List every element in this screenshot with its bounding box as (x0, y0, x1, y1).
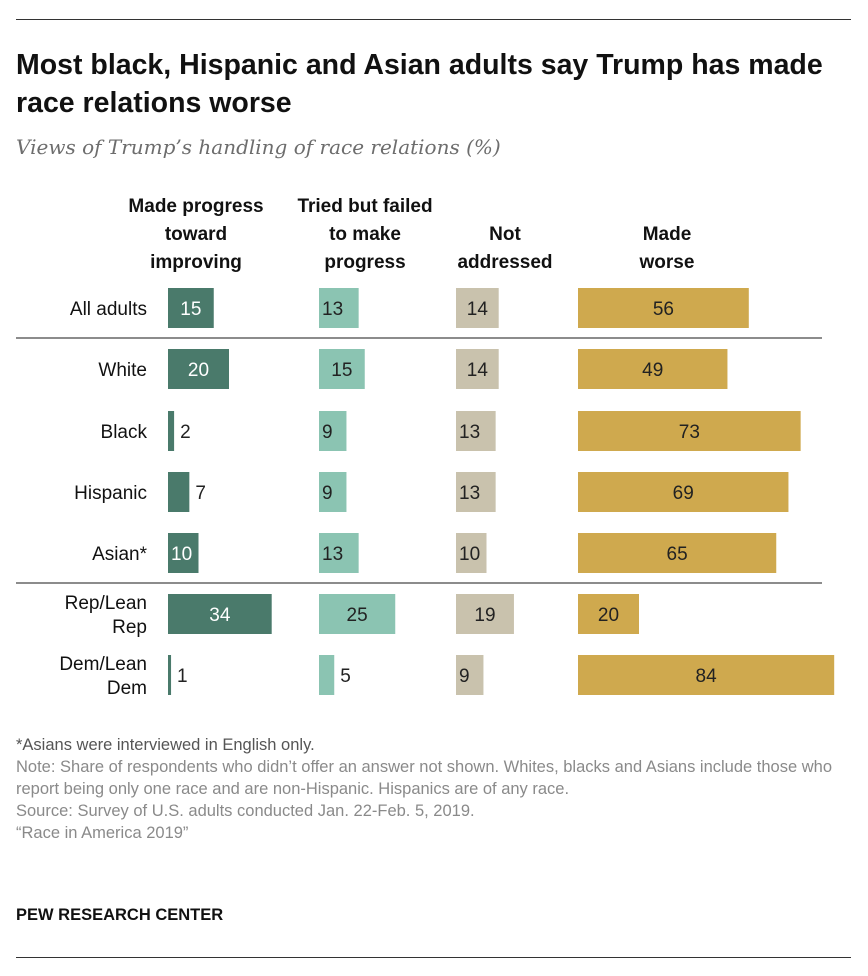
value-label-made-worse-hispanic: 69 (673, 483, 694, 504)
value-label-not-addressed-asian: 10 (459, 544, 480, 565)
value-label-made-worse-dem-lean-dem: 84 (696, 666, 718, 687)
bar-not-addressed-rep-lean-rep (456, 594, 514, 634)
bar-made-progress-toward-improving-asian (168, 533, 199, 573)
value-label-not-addressed-all-adults: 14 (467, 299, 489, 320)
bar-made-worse-asian (578, 533, 777, 573)
column-header-2-line-2: to make (329, 224, 401, 245)
bar-made-worse-black (578, 411, 801, 451)
bar-chart: Made progress toward improving Tried but fa… (16, 196, 835, 699)
bar-tried-but-failed-to-make-progress-rep-lean-rep (319, 594, 396, 634)
value-label-tried-but-failed-to-make-progress-asian: 13 (322, 544, 343, 565)
top-rule (16, 19, 851, 20)
bar-made-progress-toward-improving-white (168, 349, 229, 389)
bar-made-progress-toward-improving-rep-lean-rep (168, 594, 272, 634)
footnotes: *Asians were interviewed in English only… (16, 734, 856, 844)
column-header-4-line-1: Made (643, 224, 692, 245)
bar-not-addressed-dem-lean-dem (456, 655, 484, 695)
value-label-made-progress-toward-improving-asian: 10 (171, 544, 192, 565)
bar-tried-but-failed-to-make-progress-black (319, 411, 347, 451)
bar-tried-but-failed-to-make-progress-asian (319, 533, 359, 573)
value-label-tried-but-failed-to-make-progress-dem-lean-dem: 5 (340, 666, 351, 687)
value-label-made-progress-toward-improving-white: 20 (188, 360, 209, 381)
row-label-rep-lean-rep-line-1: Rep/Lean (65, 593, 147, 614)
value-label-made-progress-toward-improving-all-adults: 15 (180, 299, 201, 320)
footnote-asian: *Asians were interviewed in English only… (16, 736, 315, 754)
footnote-report: “Race in America 2019” (16, 824, 189, 842)
bar-made-worse-white (578, 349, 728, 389)
brand-logo-text: PEW RESEARCH CENTER (16, 906, 224, 924)
value-label-made-worse-all-adults: 56 (653, 299, 674, 320)
row-label-dem-lean-dem-line-1: Dem/Lean (59, 654, 147, 675)
bar-not-addressed-black (456, 411, 496, 451)
bar-tried-but-failed-to-make-progress-hispanic (319, 472, 347, 512)
chart-title: Most black, Hispanic and Asian adults sa… (16, 49, 823, 119)
value-label-made-progress-toward-improving-hispanic: 7 (195, 483, 206, 504)
bar-made-progress-toward-improving-hispanic (168, 472, 190, 512)
column-header-3-line-2: addressed (457, 252, 552, 273)
bar-made-worse-dem-lean-dem (578, 655, 835, 695)
value-label-not-addressed-dem-lean-dem: 9 (459, 666, 470, 687)
value-label-made-progress-toward-improving-black: 2 (180, 422, 191, 443)
bar-not-addressed-white (456, 349, 499, 389)
bar-tried-but-failed-to-make-progress-white (319, 349, 365, 389)
value-label-made-worse-black: 73 (679, 422, 700, 443)
bar-not-addressed-hispanic (456, 472, 496, 512)
bar-made-progress-toward-improving-black (168, 411, 175, 451)
value-label-tried-but-failed-to-make-progress-black: 9 (322, 422, 333, 443)
column-header-2-line-1: Tried but failed (297, 196, 432, 217)
column-header-1-line-3: improving (150, 252, 242, 273)
value-label-tried-but-failed-to-make-progress-rep-lean-rep: 25 (347, 605, 368, 626)
value-label-not-addressed-rep-lean-rep: 19 (474, 605, 495, 626)
bar-not-addressed-asian (456, 533, 487, 573)
value-label-tried-but-failed-to-make-progress-white: 15 (331, 360, 352, 381)
footnote-source: Source: Survey of U.S. adults conducted … (16, 802, 475, 820)
chart-subtitle: Views of Trump’s handling of race relati… (16, 135, 501, 159)
bar-made-progress-toward-improving-dem-lean-dem (168, 655, 172, 695)
value-label-made-worse-rep-lean-rep: 20 (598, 605, 619, 626)
bar-made-worse-hispanic (578, 472, 789, 512)
row-label-rep-lean-rep-line-2: Rep (112, 617, 147, 638)
bar-made-worse-all-adults (578, 288, 749, 328)
value-label-made-progress-toward-improving-dem-lean-dem: 1 (177, 666, 188, 687)
value-label-not-addressed-white: 14 (467, 360, 489, 381)
bar-made-progress-toward-improving-all-adults (168, 288, 214, 328)
value-label-made-worse-white: 49 (642, 360, 663, 381)
value-label-not-addressed-black: 13 (459, 422, 480, 443)
column-header-1-line-1: Made progress (128, 196, 263, 217)
bar-tried-but-failed-to-make-progress-all-adults (319, 288, 359, 328)
row-label-hispanic: Hispanic (74, 483, 147, 504)
value-label-not-addressed-hispanic: 13 (459, 483, 480, 504)
value-label-tried-but-failed-to-make-progress-hispanic: 9 (322, 483, 333, 504)
value-label-made-worse-asian: 65 (667, 544, 688, 565)
column-header-3-line-1: Not (489, 224, 521, 245)
row-label-all-adults: All adults (70, 299, 147, 320)
bar-tried-but-failed-to-make-progress-dem-lean-dem (319, 655, 335, 695)
column-header-1-line-2: toward (165, 224, 227, 245)
column-header-2-line-3: progress (324, 252, 405, 273)
row-label-dem-lean-dem-line-2: Dem (107, 678, 147, 699)
bottom-rule (16, 957, 851, 958)
row-label-white: White (98, 360, 147, 381)
bar-made-worse-rep-lean-rep (578, 594, 639, 634)
row-label-asian: Asian* (92, 544, 148, 565)
bar-not-addressed-all-adults (456, 288, 499, 328)
column-header-4-line-2: worse (639, 252, 695, 273)
row-label-black: Black (101, 422, 148, 443)
value-label-tried-but-failed-to-make-progress-all-adults: 13 (322, 299, 343, 320)
footnote-note: Note: Share of respondents who didn’t of… (16, 758, 833, 798)
value-label-made-progress-toward-improving-rep-lean-rep: 34 (209, 605, 231, 626)
